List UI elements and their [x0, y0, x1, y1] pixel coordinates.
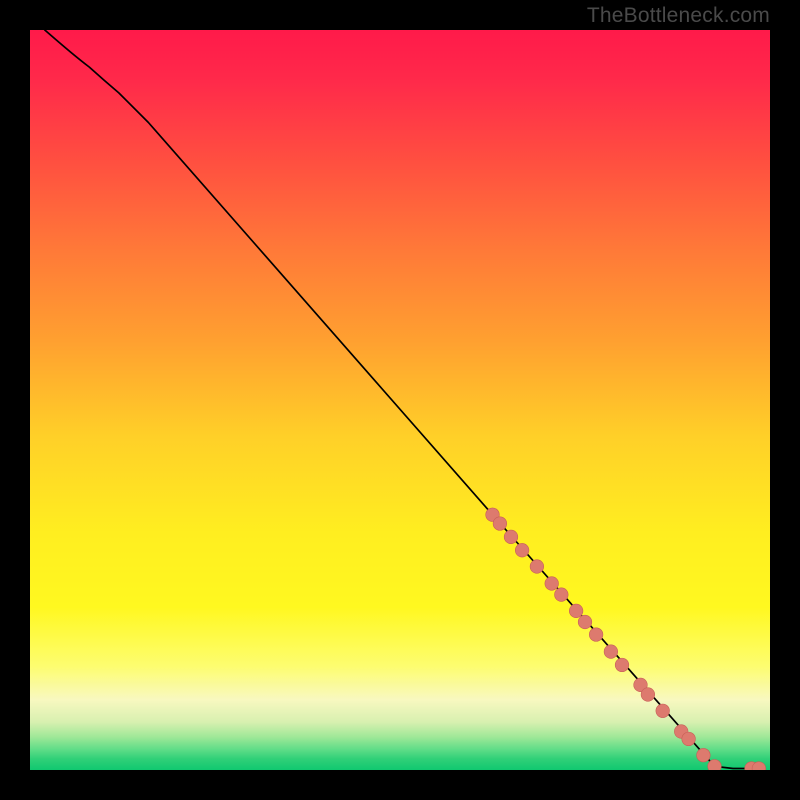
data-marker	[493, 517, 507, 531]
data-marker	[682, 732, 696, 746]
data-marker	[545, 577, 559, 591]
data-marker	[656, 704, 670, 718]
data-marker	[504, 530, 518, 544]
data-marker	[641, 688, 655, 702]
chart-background	[30, 30, 770, 770]
data-marker	[708, 760, 722, 771]
data-marker	[578, 615, 592, 629]
data-marker	[589, 628, 603, 642]
data-marker	[697, 748, 711, 762]
bottleneck-chart	[30, 30, 770, 770]
watermark-text: TheBottleneck.com	[587, 4, 770, 28]
data-marker	[555, 588, 569, 602]
data-marker	[530, 560, 544, 574]
data-marker	[569, 604, 583, 618]
data-marker	[615, 658, 629, 672]
data-marker	[604, 645, 618, 659]
chart-container	[30, 30, 770, 770]
data-marker	[515, 543, 529, 557]
